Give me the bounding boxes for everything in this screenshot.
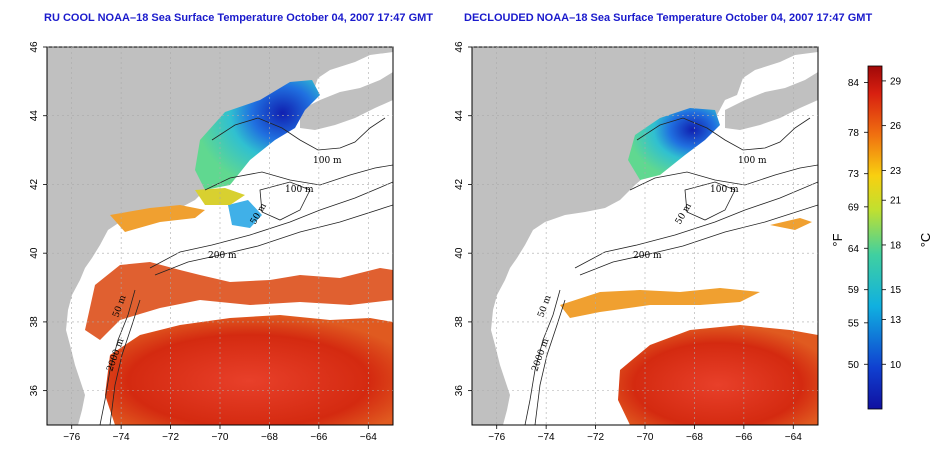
- celsius-unit-label: °C: [918, 233, 933, 248]
- sst-warm-gulfstream: [105, 315, 393, 425]
- fahrenheit-tick-label: 64: [848, 244, 860, 255]
- longitude-tick-label: −70: [212, 432, 229, 443]
- sst-warm-patch: [560, 288, 760, 318]
- left-latitude-ticks: 36 38 40 42 44 46: [29, 41, 47, 396]
- celsius-tick-label: 21: [890, 196, 902, 207]
- fahrenheit-tick-label: 84: [848, 78, 860, 89]
- right-grid-lines: [472, 46, 818, 425]
- fahrenheit-tick-label: 73: [848, 169, 860, 180]
- bathymetry-contours: [524, 117, 818, 425]
- celsius-tick-label: 26: [890, 121, 902, 132]
- colorbar-gradient: [867, 65, 883, 410]
- celsius-tick-label: 23: [890, 166, 902, 177]
- celsius-tick-label: 15: [890, 285, 902, 296]
- latitude-tick-label: 46: [29, 41, 40, 53]
- contour-label: 200 m: [633, 251, 662, 261]
- longitude-tick-label: −64: [360, 432, 377, 443]
- celsius-tick-label: 10: [890, 360, 902, 371]
- latitude-tick-label: 46: [454, 41, 465, 53]
- sst-warm-coastal: [85, 262, 393, 340]
- left-grid-lines: [47, 46, 393, 425]
- left-map-panel: −76 −74 −72 −70 −68 −66 −64 36 38 40 42 44 46 100 m…: [29, 41, 394, 443]
- latitude-tick-label: 36: [454, 385, 465, 397]
- contour-label: 100 m: [285, 185, 314, 195]
- fahrenheit-unit-label: °F: [830, 233, 845, 246]
- fahrenheit-tick-label: 59: [848, 285, 860, 296]
- latitude-tick-label: 40: [454, 247, 465, 259]
- latitude-tick-label: 42: [454, 178, 465, 190]
- right-map-panel: −76 −74 −72 −70 −68 −66 −64 36 38 40 42 44 46 100 m…: [454, 41, 819, 443]
- colorbar: 84 78 73 69 64 59 55 50 29 26 23 21 18 15 13 10 °F °C: [830, 65, 933, 410]
- longitude-tick-label: −70: [637, 432, 654, 443]
- celsius-ticks: 29 26 23 21 18 15 13 10: [882, 76, 902, 371]
- sst-cool-water: [628, 108, 720, 180]
- sst-cool-water: [195, 80, 320, 190]
- longitude-tick-label: −66: [735, 432, 752, 443]
- sst-orange-band: [770, 218, 812, 230]
- longitude-tick-label: −64: [785, 432, 802, 443]
- contour-label: 100 m: [738, 156, 767, 166]
- left-longitude-ticks: −76 −74 −72 −70 −68 −66 −64: [63, 425, 377, 443]
- latitude-tick-label: 38: [454, 316, 465, 328]
- latitude-tick-label: 40: [29, 247, 40, 259]
- bathymetry-contours: [99, 117, 393, 425]
- contour-label: 100 m: [313, 156, 342, 166]
- longitude-tick-label: −76: [63, 432, 80, 443]
- longitude-tick-label: −68: [261, 432, 278, 443]
- latitude-tick-label: 36: [29, 385, 40, 397]
- fahrenheit-tick-label: 50: [848, 360, 860, 371]
- celsius-tick-label: 29: [890, 76, 902, 87]
- fahrenheit-tick-label: 55: [848, 318, 860, 329]
- right-latitude-ticks: 36 38 40 42 44 46: [454, 41, 472, 396]
- longitude-tick-label: −76: [488, 432, 505, 443]
- latitude-tick-label: 44: [454, 110, 465, 122]
- right-longitude-ticks: −76 −74 −72 −70 −68 −66 −64: [488, 425, 802, 443]
- longitude-tick-label: −74: [538, 432, 555, 443]
- fahrenheit-tick-label: 69: [848, 202, 860, 213]
- longitude-tick-label: −66: [310, 432, 327, 443]
- longitude-tick-label: −72: [587, 432, 604, 443]
- sst-orange-band: [110, 205, 205, 232]
- longitude-tick-label: −74: [113, 432, 130, 443]
- fahrenheit-tick-label: 78: [848, 128, 860, 139]
- longitude-tick-label: −72: [162, 432, 179, 443]
- fahrenheit-ticks: 84 78 73 69 64 59 55 50: [848, 78, 868, 371]
- longitude-tick-label: −68: [686, 432, 703, 443]
- celsius-tick-label: 13: [890, 315, 902, 326]
- land-mass: [47, 47, 393, 425]
- sst-yellow-band: [195, 188, 245, 205]
- latitude-tick-label: 42: [29, 178, 40, 190]
- land-mass: [472, 47, 818, 425]
- celsius-tick-label: 18: [890, 240, 902, 251]
- right-panel-title: DECLOUDED NOAA–18 Sea Surface Temperatur…: [464, 12, 873, 24]
- left-panel-title: RU COOL NOAA–18 Sea Surface Temperature …: [44, 12, 434, 24]
- contour-label: 100 m: [710, 185, 739, 195]
- sst-warm-gulfstream: [618, 325, 818, 425]
- latitude-tick-label: 44: [29, 110, 40, 122]
- latitude-tick-label: 38: [29, 316, 40, 328]
- contour-label: 200 m: [208, 251, 237, 261]
- sst-cool-patch: [228, 200, 262, 228]
